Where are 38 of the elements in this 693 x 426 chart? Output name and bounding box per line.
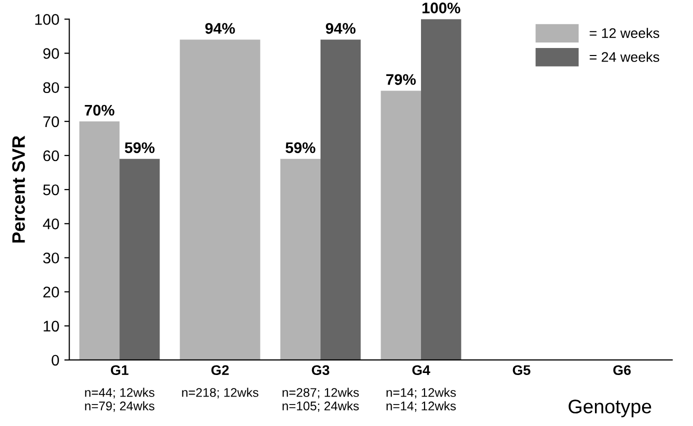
text: n=287; 12wks n=105; 24wks <box>282 388 359 412</box>
x-tick-label: G1 <box>110 365 128 376</box>
y-tick-label: 30 <box>43 252 59 264</box>
bar <box>421 19 462 360</box>
x-tick-label: G6 <box>613 365 631 376</box>
text: n=44; 12wks n=79; 24wks <box>85 388 154 412</box>
y-tick-label: 50 <box>43 184 59 196</box>
bar <box>320 40 361 360</box>
y-tick-label: 40 <box>42 218 59 230</box>
text: n=14; 12wks n=14; 12wks <box>386 388 456 412</box>
y-tick-label: 80 <box>43 82 59 94</box>
x-tick-label: G5 <box>512 365 530 376</box>
bar <box>280 158 321 360</box>
bar <box>380 90 421 360</box>
data-label: 70% <box>84 104 114 116</box>
bar <box>79 121 120 360</box>
x-tick-label: G2 <box>211 365 229 376</box>
text: n=218; 12wks <box>182 388 258 398</box>
data-label: 100% <box>422 2 460 14</box>
y-tick-label: 10 <box>44 320 59 332</box>
data-label: 59% <box>286 142 316 154</box>
legend-label: = 12 weeks <box>590 28 660 38</box>
x-axis-title: Genotype <box>568 400 652 418</box>
data-label: 79% <box>386 74 416 85</box>
y-tick-label: 20 <box>43 286 59 298</box>
data-label: 94% <box>326 23 356 34</box>
bar <box>120 158 160 360</box>
data-label: 94% <box>205 23 235 34</box>
y-tick-label: 70 <box>43 116 59 128</box>
legend-label: = 24 weeks <box>590 52 660 62</box>
data-label: 59% <box>124 142 155 154</box>
y-tick-label: 100 <box>35 14 59 25</box>
y-axis-title: Percent SVR <box>12 136 25 243</box>
y-tick-label: 60 <box>43 150 59 162</box>
y-tick-label: 0 <box>52 354 59 366</box>
x-tick-label: G4 <box>412 365 430 376</box>
x-tick-label: G3 <box>312 365 330 376</box>
y-tick-label: 90 <box>43 48 59 59</box>
